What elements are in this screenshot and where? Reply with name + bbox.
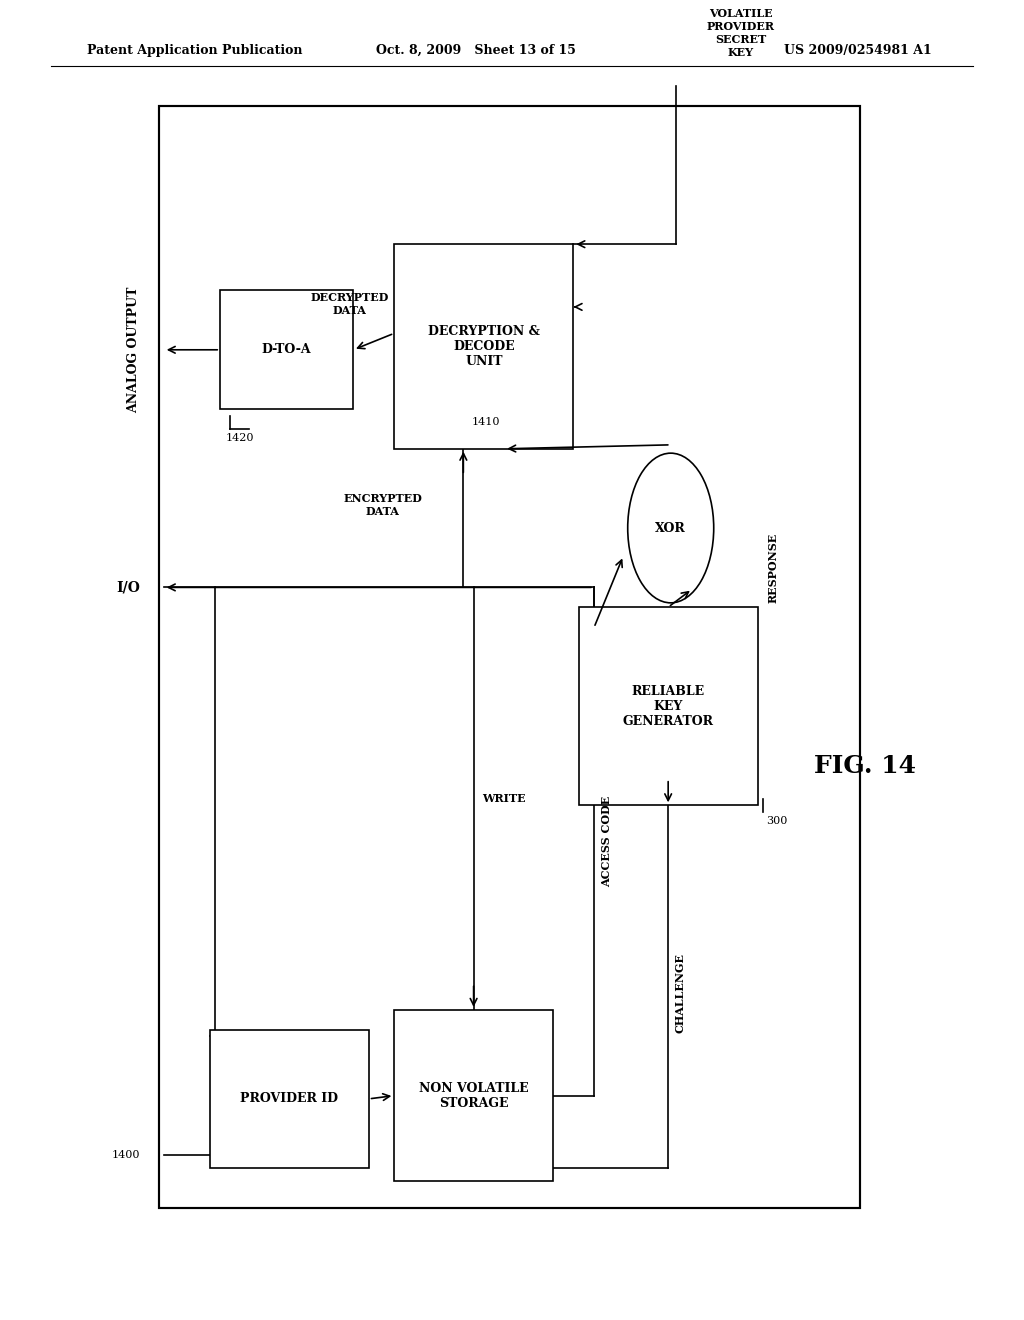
Text: RESPONSE: RESPONSE — [768, 532, 778, 603]
Bar — [220, 290, 353, 409]
Ellipse shape — [628, 453, 714, 603]
Text: DECRYPTION &
DECODE
UNIT: DECRYPTION & DECODE UNIT — [428, 325, 540, 368]
Text: FIG. 14: FIG. 14 — [814, 754, 916, 777]
Bar — [394, 244, 573, 449]
Text: ANALOG OUTPUT: ANALOG OUTPUT — [127, 286, 139, 413]
Text: 1400: 1400 — [112, 1150, 140, 1160]
Text: D-TO-A: D-TO-A — [262, 343, 311, 356]
Text: US 2009/0254981 A1: US 2009/0254981 A1 — [784, 44, 932, 57]
Bar — [210, 1030, 369, 1168]
Text: WRITE: WRITE — [482, 793, 525, 804]
Text: 1410: 1410 — [471, 417, 500, 428]
Text: DECRYPTED
DATA: DECRYPTED DATA — [310, 292, 389, 315]
Text: VOLATILE
PROVIDER
SECRET
KEY: VOLATILE PROVIDER SECRET KEY — [707, 8, 774, 58]
Text: PROVIDER ID: PROVIDER ID — [241, 1093, 338, 1105]
Text: NON VOLATILE
STORAGE: NON VOLATILE STORAGE — [419, 1081, 528, 1110]
Bar — [579, 607, 758, 805]
Text: ACCESS CODE: ACCESS CODE — [601, 796, 611, 887]
Text: Oct. 8, 2009   Sheet 13 of 15: Oct. 8, 2009 Sheet 13 of 15 — [376, 44, 577, 57]
Text: RELIABLE
KEY
GENERATOR: RELIABLE KEY GENERATOR — [623, 685, 714, 727]
Bar — [159, 106, 860, 1208]
Text: ENCRYPTED
DATA: ENCRYPTED DATA — [343, 492, 423, 517]
Text: Patent Application Publication: Patent Application Publication — [87, 44, 302, 57]
Text: 1420: 1420 — [225, 433, 254, 444]
Text: XOR: XOR — [655, 521, 686, 535]
Text: CHALLENGE: CHALLENGE — [675, 953, 686, 1034]
Text: I/O: I/O — [117, 581, 140, 594]
Bar — [394, 1010, 553, 1181]
Text: 300: 300 — [766, 816, 787, 826]
